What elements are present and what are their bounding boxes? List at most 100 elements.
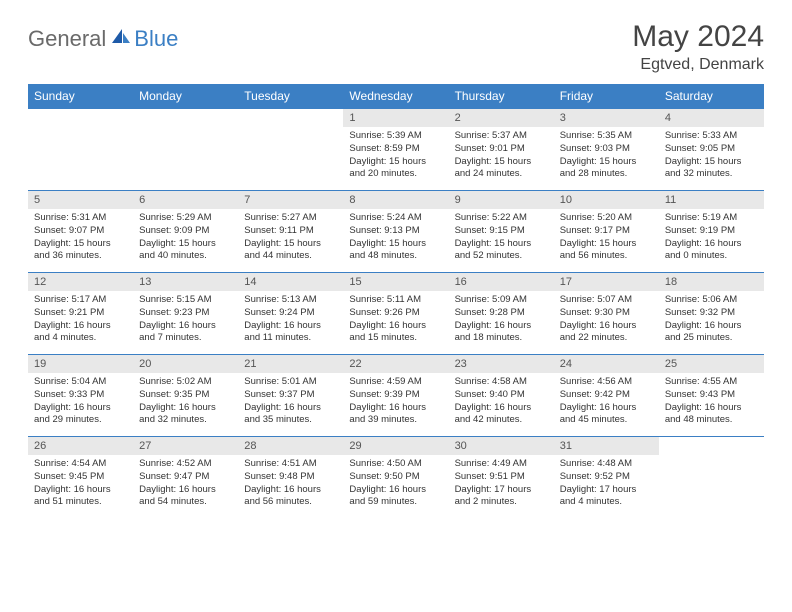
day-details: Sunrise: 4:56 AMSunset: 9:42 PMDaylight:… [554, 373, 659, 431]
calendar-day-cell: 31Sunrise: 4:48 AMSunset: 9:52 PMDayligh… [554, 437, 659, 519]
calendar-day-cell: 19Sunrise: 5:04 AMSunset: 9:33 PMDayligh… [28, 355, 133, 437]
calendar-day-cell: 26Sunrise: 4:54 AMSunset: 9:45 PMDayligh… [28, 437, 133, 519]
day-details: Sunrise: 5:19 AMSunset: 9:19 PMDaylight:… [659, 209, 764, 267]
day-header: Tuesday [238, 84, 343, 109]
day-details: Sunrise: 4:51 AMSunset: 9:48 PMDaylight:… [238, 455, 343, 513]
day-number: 25 [659, 355, 764, 373]
day-details: Sunrise: 4:58 AMSunset: 9:40 PMDaylight:… [449, 373, 554, 431]
calendar-day-cell: 28Sunrise: 4:51 AMSunset: 9:48 PMDayligh… [238, 437, 343, 519]
day-details: Sunrise: 5:09 AMSunset: 9:28 PMDaylight:… [449, 291, 554, 349]
day-number: 21 [238, 355, 343, 373]
day-number: 31 [554, 437, 659, 455]
day-number: 22 [343, 355, 448, 373]
day-details: Sunrise: 4:55 AMSunset: 9:43 PMDaylight:… [659, 373, 764, 431]
day-number: 4 [659, 109, 764, 127]
logo: General Blue [28, 20, 178, 52]
calendar-day-cell: 2Sunrise: 5:37 AMSunset: 9:01 PMDaylight… [449, 109, 554, 191]
day-number: 7 [238, 191, 343, 209]
day-header: Wednesday [343, 84, 448, 109]
calendar-day-cell: 16Sunrise: 5:09 AMSunset: 9:28 PMDayligh… [449, 273, 554, 355]
calendar-day-cell: 21Sunrise: 5:01 AMSunset: 9:37 PMDayligh… [238, 355, 343, 437]
calendar-day-cell: 14Sunrise: 5:13 AMSunset: 9:24 PMDayligh… [238, 273, 343, 355]
day-details: Sunrise: 5:22 AMSunset: 9:15 PMDaylight:… [449, 209, 554, 267]
day-number: 1 [343, 109, 448, 127]
calendar-day-cell: 18Sunrise: 5:06 AMSunset: 9:32 PMDayligh… [659, 273, 764, 355]
day-number: 9 [449, 191, 554, 209]
day-number: 23 [449, 355, 554, 373]
day-header: Thursday [449, 84, 554, 109]
day-details: Sunrise: 5:24 AMSunset: 9:13 PMDaylight:… [343, 209, 448, 267]
calendar-day-cell: 20Sunrise: 5:02 AMSunset: 9:35 PMDayligh… [133, 355, 238, 437]
calendar-table: SundayMondayTuesdayWednesdayThursdayFrid… [28, 84, 764, 519]
calendar-week-row: 12Sunrise: 5:17 AMSunset: 9:21 PMDayligh… [28, 273, 764, 355]
sail-icon [110, 27, 132, 45]
day-header-row: SundayMondayTuesdayWednesdayThursdayFrid… [28, 84, 764, 109]
day-header: Saturday [659, 84, 764, 109]
calendar-day-cell [28, 109, 133, 191]
calendar-day-cell [659, 437, 764, 519]
day-number: 15 [343, 273, 448, 291]
month-title: May 2024 [632, 20, 764, 54]
day-details: Sunrise: 5:15 AMSunset: 9:23 PMDaylight:… [133, 291, 238, 349]
calendar-day-cell: 29Sunrise: 4:50 AMSunset: 9:50 PMDayligh… [343, 437, 448, 519]
day-header: Sunday [28, 84, 133, 109]
day-header: Friday [554, 84, 659, 109]
day-details: Sunrise: 4:54 AMSunset: 9:45 PMDaylight:… [28, 455, 133, 513]
day-number: 11 [659, 191, 764, 209]
calendar-day-cell: 22Sunrise: 4:59 AMSunset: 9:39 PMDayligh… [343, 355, 448, 437]
calendar-day-cell: 4Sunrise: 5:33 AMSunset: 9:05 PMDaylight… [659, 109, 764, 191]
day-details: Sunrise: 5:29 AMSunset: 9:09 PMDaylight:… [133, 209, 238, 267]
day-number: 3 [554, 109, 659, 127]
day-number: 18 [659, 273, 764, 291]
calendar-week-row: 1Sunrise: 5:39 AMSunset: 8:59 PMDaylight… [28, 109, 764, 191]
calendar-day-cell: 15Sunrise: 5:11 AMSunset: 9:26 PMDayligh… [343, 273, 448, 355]
calendar-day-cell: 5Sunrise: 5:31 AMSunset: 9:07 PMDaylight… [28, 191, 133, 273]
calendar-day-cell: 6Sunrise: 5:29 AMSunset: 9:09 PMDaylight… [133, 191, 238, 273]
logo-word-general: General [28, 26, 106, 52]
day-details: Sunrise: 4:59 AMSunset: 9:39 PMDaylight:… [343, 373, 448, 431]
calendar-day-cell: 8Sunrise: 5:24 AMSunset: 9:13 PMDaylight… [343, 191, 448, 273]
day-details: Sunrise: 5:11 AMSunset: 9:26 PMDaylight:… [343, 291, 448, 349]
day-details: Sunrise: 5:01 AMSunset: 9:37 PMDaylight:… [238, 373, 343, 431]
day-details: Sunrise: 4:49 AMSunset: 9:51 PMDaylight:… [449, 455, 554, 513]
calendar-day-cell: 9Sunrise: 5:22 AMSunset: 9:15 PMDaylight… [449, 191, 554, 273]
day-details: Sunrise: 4:48 AMSunset: 9:52 PMDaylight:… [554, 455, 659, 513]
day-details: Sunrise: 5:27 AMSunset: 9:11 PMDaylight:… [238, 209, 343, 267]
calendar-week-row: 5Sunrise: 5:31 AMSunset: 9:07 PMDaylight… [28, 191, 764, 273]
day-number: 30 [449, 437, 554, 455]
day-number: 27 [133, 437, 238, 455]
day-details: Sunrise: 4:52 AMSunset: 9:47 PMDaylight:… [133, 455, 238, 513]
day-number: 10 [554, 191, 659, 209]
day-details: Sunrise: 4:50 AMSunset: 9:50 PMDaylight:… [343, 455, 448, 513]
day-number: 20 [133, 355, 238, 373]
header: General Blue May 2024 Egtved, Denmark [28, 20, 764, 74]
calendar-day-cell: 25Sunrise: 4:55 AMSunset: 9:43 PMDayligh… [659, 355, 764, 437]
calendar-day-cell [238, 109, 343, 191]
day-details: Sunrise: 5:37 AMSunset: 9:01 PMDaylight:… [449, 127, 554, 185]
day-details: Sunrise: 5:02 AMSunset: 9:35 PMDaylight:… [133, 373, 238, 431]
day-details: Sunrise: 5:04 AMSunset: 9:33 PMDaylight:… [28, 373, 133, 431]
calendar-day-cell: 17Sunrise: 5:07 AMSunset: 9:30 PMDayligh… [554, 273, 659, 355]
calendar-week-row: 26Sunrise: 4:54 AMSunset: 9:45 PMDayligh… [28, 437, 764, 519]
day-details: Sunrise: 5:17 AMSunset: 9:21 PMDaylight:… [28, 291, 133, 349]
day-details: Sunrise: 5:13 AMSunset: 9:24 PMDaylight:… [238, 291, 343, 349]
day-details: Sunrise: 5:33 AMSunset: 9:05 PMDaylight:… [659, 127, 764, 185]
calendar-day-cell: 11Sunrise: 5:19 AMSunset: 9:19 PMDayligh… [659, 191, 764, 273]
day-number: 2 [449, 109, 554, 127]
day-details: Sunrise: 5:06 AMSunset: 9:32 PMDaylight:… [659, 291, 764, 349]
calendar-day-cell: 7Sunrise: 5:27 AMSunset: 9:11 PMDaylight… [238, 191, 343, 273]
calendar-day-cell [133, 109, 238, 191]
day-number: 28 [238, 437, 343, 455]
calendar-day-cell: 13Sunrise: 5:15 AMSunset: 9:23 PMDayligh… [133, 273, 238, 355]
calendar-day-cell: 3Sunrise: 5:35 AMSunset: 9:03 PMDaylight… [554, 109, 659, 191]
day-number: 19 [28, 355, 133, 373]
day-number: 29 [343, 437, 448, 455]
title-block: May 2024 Egtved, Denmark [632, 20, 764, 74]
day-number: 5 [28, 191, 133, 209]
calendar-day-cell: 10Sunrise: 5:20 AMSunset: 9:17 PMDayligh… [554, 191, 659, 273]
calendar-day-cell: 12Sunrise: 5:17 AMSunset: 9:21 PMDayligh… [28, 273, 133, 355]
calendar-day-cell: 1Sunrise: 5:39 AMSunset: 8:59 PMDaylight… [343, 109, 448, 191]
day-details: Sunrise: 5:07 AMSunset: 9:30 PMDaylight:… [554, 291, 659, 349]
day-number: 14 [238, 273, 343, 291]
logo-word-blue: Blue [134, 26, 178, 52]
